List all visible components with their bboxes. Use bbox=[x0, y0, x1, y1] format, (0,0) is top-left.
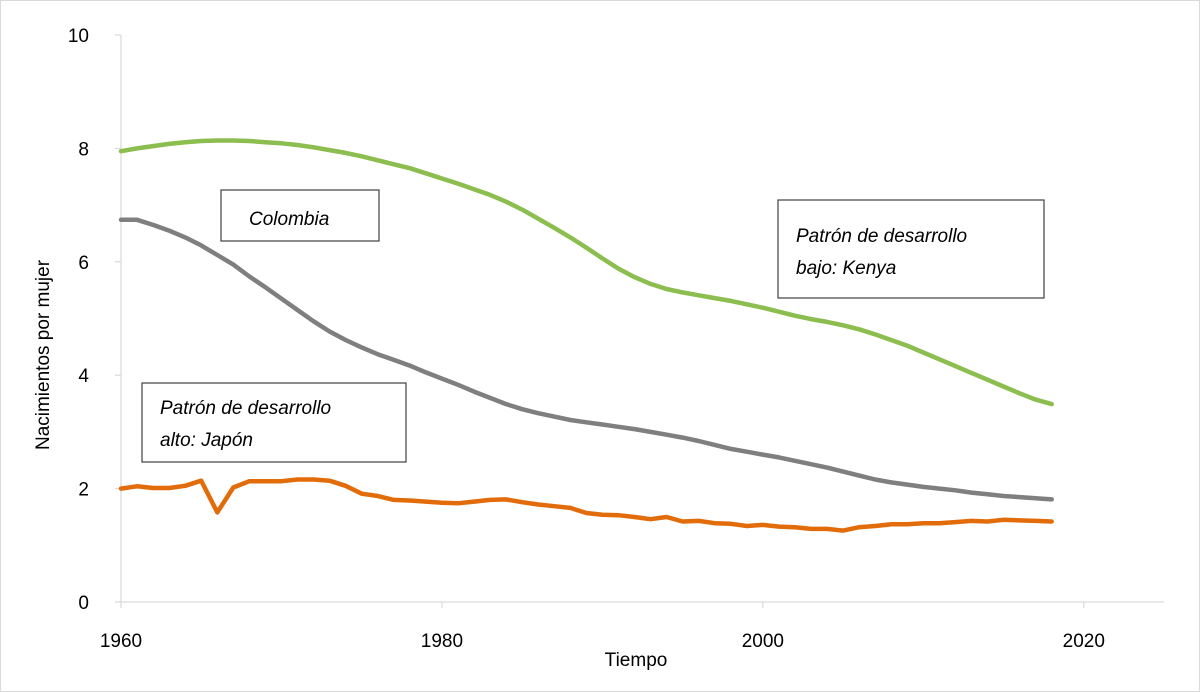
annotation-box bbox=[220, 189, 380, 242]
y-tick-label: 6 bbox=[78, 253, 89, 274]
series-line-1 bbox=[118, 217, 1054, 502]
y-tick-label: 10 bbox=[68, 26, 89, 47]
y-tick-label: 8 bbox=[78, 139, 89, 160]
annotation-text: alto: Japón bbox=[160, 430, 253, 451]
annotation-box bbox=[141, 382, 407, 463]
series-line-0 bbox=[118, 138, 1054, 407]
annotation-text: Colombia bbox=[249, 209, 329, 230]
x-tick-label: 1960 bbox=[100, 631, 142, 652]
annotation-0: Colombia bbox=[220, 189, 380, 242]
annotation-box bbox=[777, 199, 1045, 299]
annotation-text: bajo: Kenya bbox=[796, 258, 896, 279]
series-line-2 bbox=[118, 477, 1054, 533]
x-axis-title: Tiempo bbox=[605, 650, 668, 671]
annotation-2: Patrón de desarrollo alto: Japón bbox=[141, 382, 407, 463]
series-layer bbox=[118, 138, 1054, 533]
x-tick-label: 2020 bbox=[1063, 631, 1105, 652]
annotation-1: Patrón de desarrollo bajo: Kenya bbox=[777, 199, 1045, 299]
y-tick-label: 0 bbox=[78, 593, 89, 614]
y-tick-label: 2 bbox=[78, 480, 89, 501]
x-tick-label: 2000 bbox=[742, 631, 784, 652]
axes: 0 2 4 6 8 10 1960 1980 2000 2020 bbox=[68, 26, 1164, 652]
x-tick-label: 1980 bbox=[421, 631, 463, 652]
y-axis-title: Nacimientos por mujer bbox=[33, 259, 54, 450]
annotation-text: Patrón de desarrollo bbox=[796, 226, 967, 247]
annotation-text: Patrón de desarrollo bbox=[160, 398, 331, 419]
y-tick-label: 4 bbox=[78, 366, 89, 387]
